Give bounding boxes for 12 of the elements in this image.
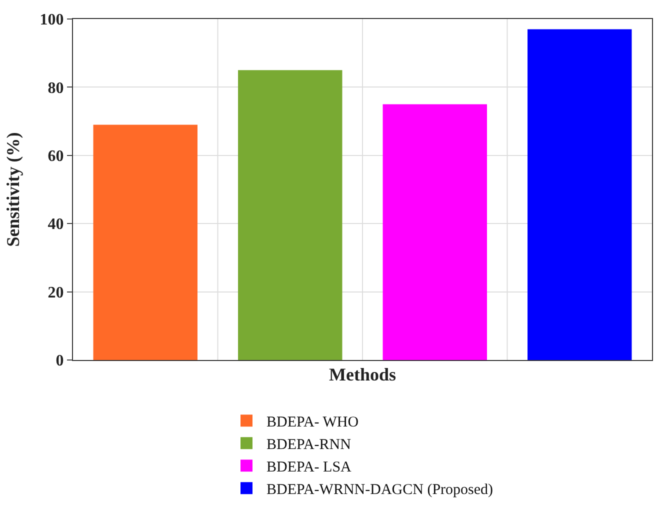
y-axis-title: Sensitivity (%) bbox=[3, 132, 23, 247]
y-tick-label: 40 bbox=[48, 216, 64, 234]
y-tick-label: 100 bbox=[40, 12, 64, 29]
y-tick-label: 0 bbox=[56, 352, 64, 370]
y-tick-label: 60 bbox=[48, 148, 64, 165]
legend-label: BDEPA-RNN bbox=[266, 436, 352, 453]
legend-label: BDEPA-WRNN-DAGCN (Proposed) bbox=[266, 482, 494, 498]
y-tick-label: 20 bbox=[48, 284, 64, 302]
legend-label: BDEPA- LSA bbox=[266, 459, 352, 476]
legend-label: BDEPA- WHO bbox=[266, 414, 359, 430]
y-tick-label: 80 bbox=[48, 80, 64, 97]
x-axis-title: Methods bbox=[329, 364, 396, 384]
